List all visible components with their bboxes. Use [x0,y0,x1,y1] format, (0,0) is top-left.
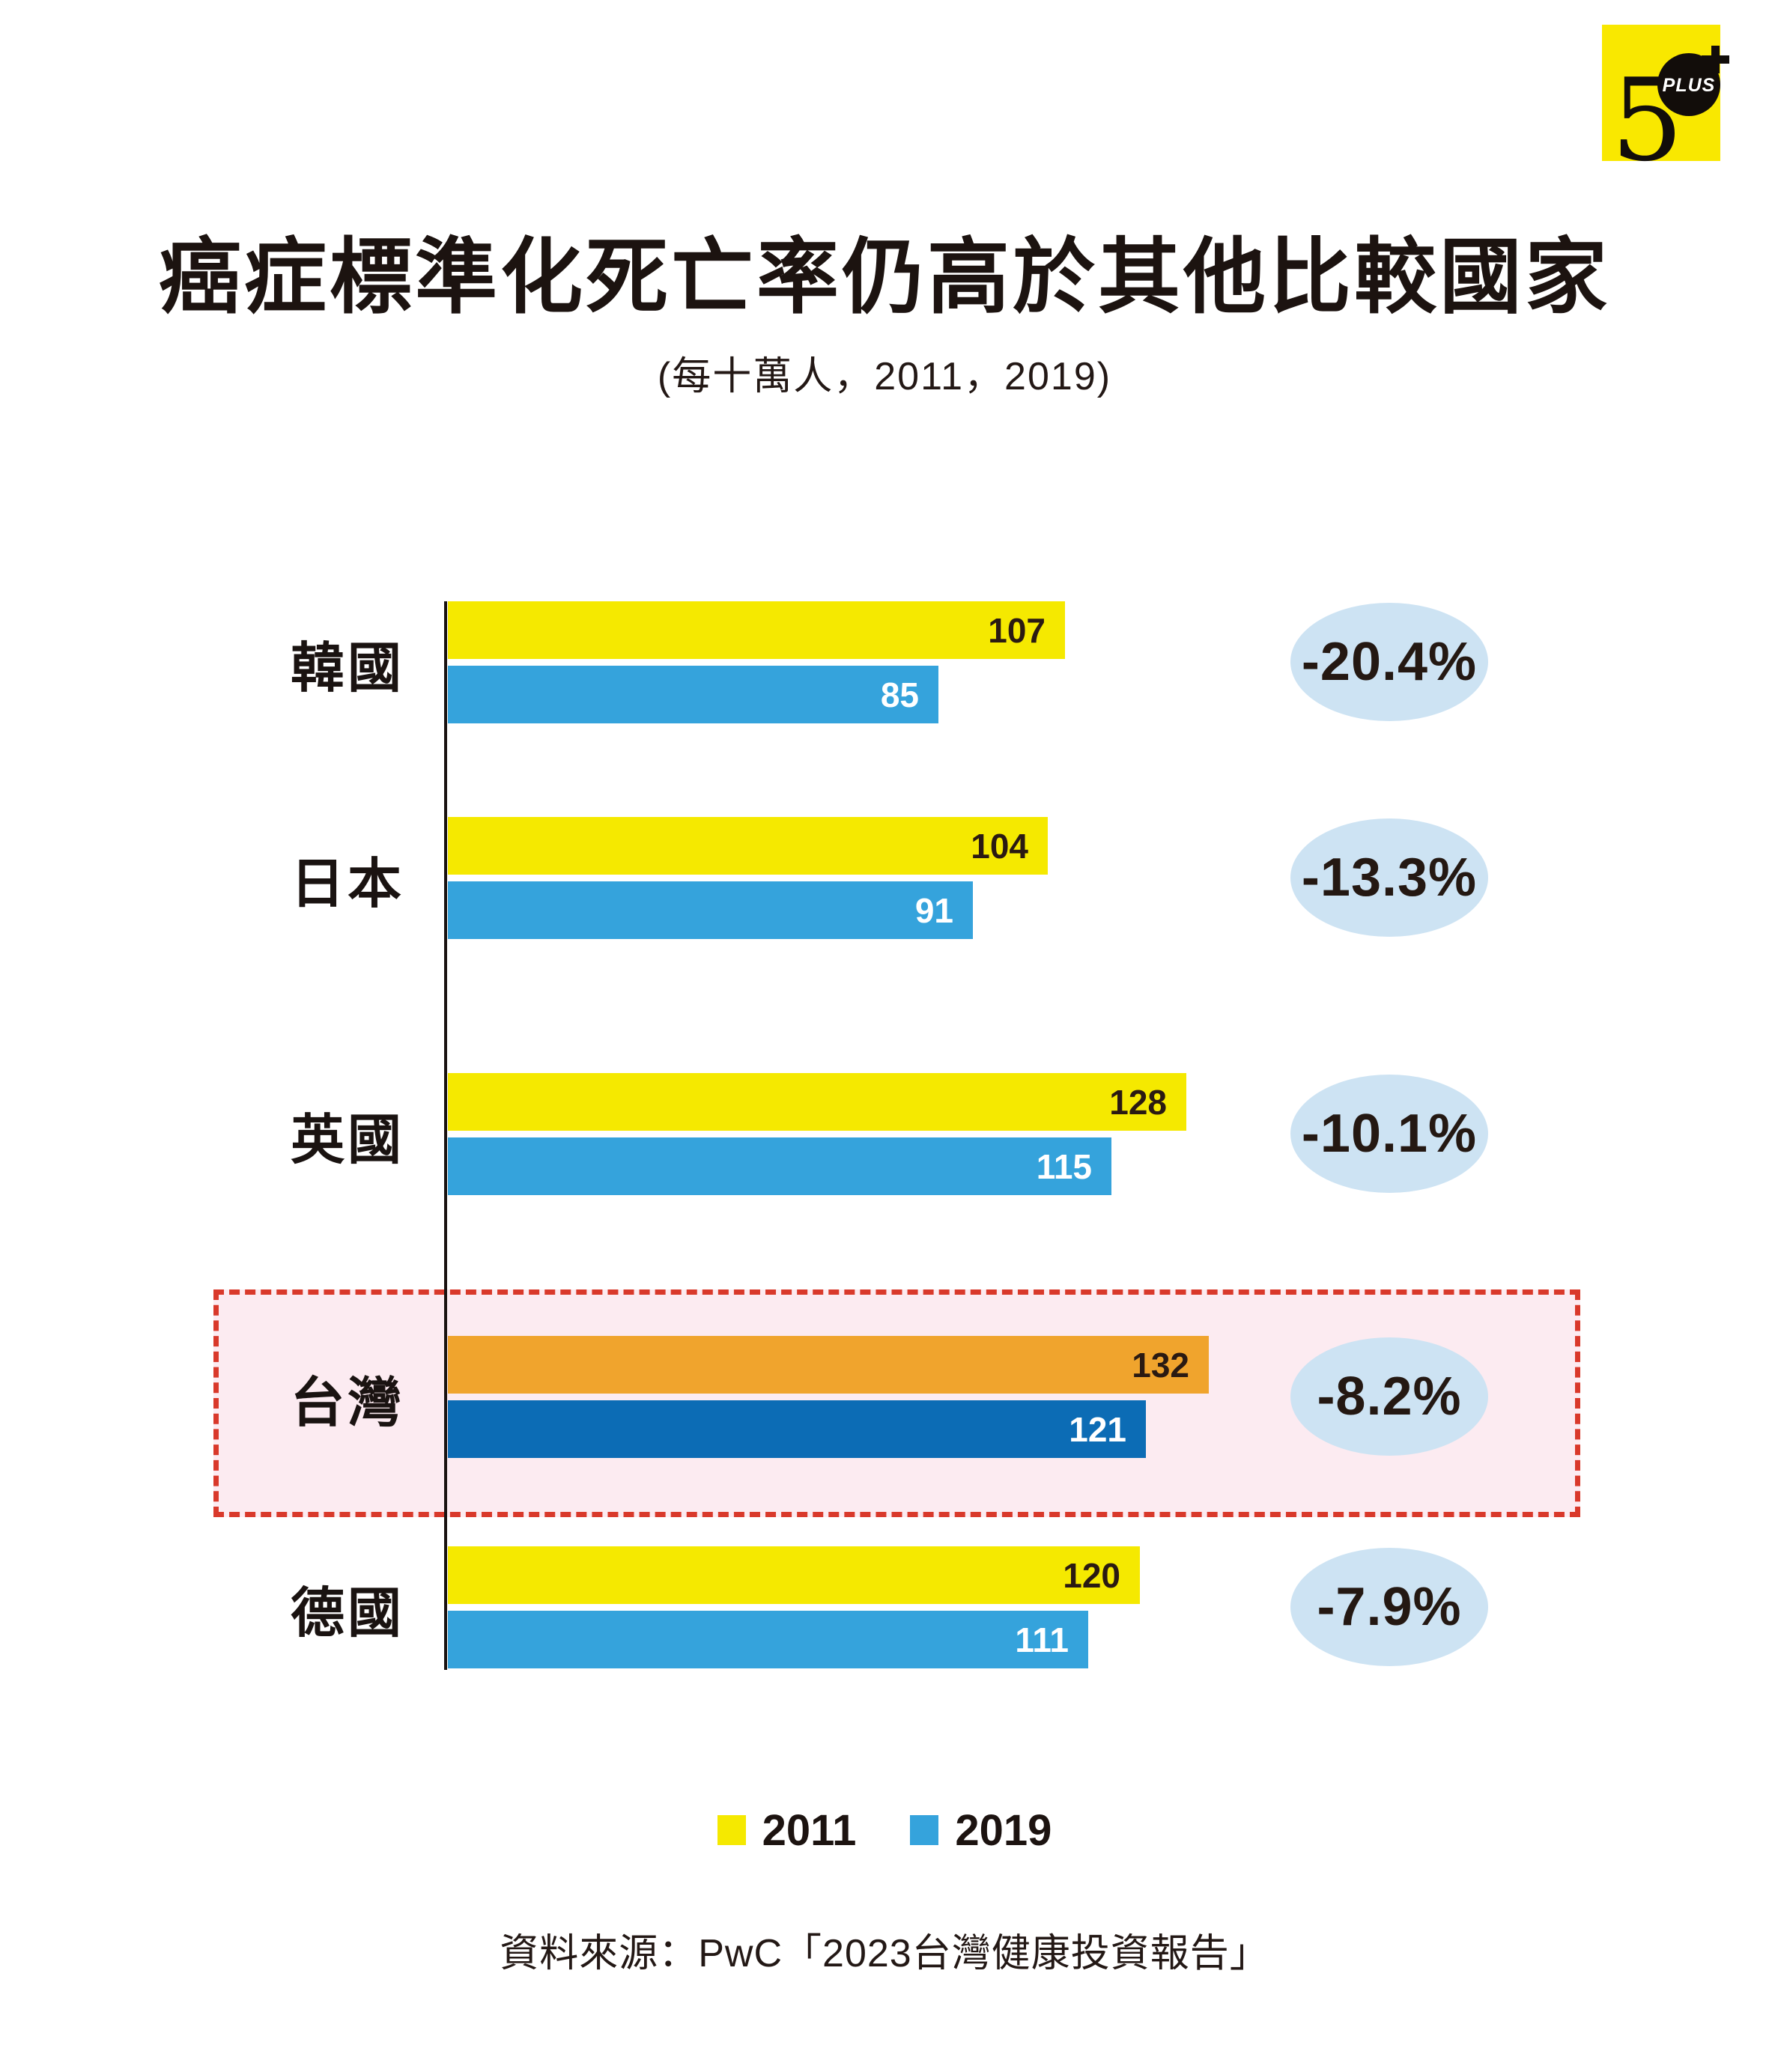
bar-value-2011: 132 [1132,1345,1189,1385]
source-note: 資料來源：PwC「2023台灣健康投資報告」 [500,1932,1269,1975]
bar-value-2019: 121 [1069,1409,1126,1449]
change-value: -20.4% [1301,632,1478,692]
country-label: 韓國 [290,638,404,699]
change-bubble-德國: -7.9% [1290,1548,1488,1666]
bar-2011-韓國: 107 [448,601,1065,659]
bar-value-2011: 107 [988,610,1046,650]
change-value: -8.2% [1317,1367,1462,1427]
country-label: 日本 [290,854,404,914]
logo-plus-icon [1702,46,1729,73]
chart-row-韓國: 韓國 107 85 -20.4% [0,601,1769,724]
page-title: 癌症標準化死亡率仍高於其他比較國家 [159,231,1610,323]
y-axis-line [444,601,447,1670]
chart-row-英國: 英國 128 115 -10.1% [0,1073,1769,1196]
legend: 2011 2019 [0,1805,1769,1855]
change-value: -13.3% [1301,848,1478,908]
bar-2019-英國: 115 [448,1137,1111,1195]
change-bubble-日本: -13.3% [1290,818,1488,937]
legend-swatch-2011 [717,1815,746,1845]
bar-2011-日本: 104 [448,817,1048,875]
bar-2019-德國: 111 [448,1611,1088,1668]
bar-value-2019: 115 [1036,1146,1092,1186]
logo-plus-badge-text: PLUS [1663,75,1716,96]
chart-row-日本: 日本 104 91 -13.3% [0,817,1769,940]
chart-row-台灣: 台灣 132 121 -8.2% [0,1336,1769,1459]
legend-swatch-2019 [910,1815,939,1845]
country-label: 台灣 [290,1373,404,1433]
chart-row-德國: 德國 120 111 -7.9% [0,1546,1769,1669]
bar-2011-英國: 128 [448,1073,1186,1131]
change-value: -7.9% [1317,1577,1462,1637]
change-bubble-台灣: -8.2% [1290,1337,1488,1456]
bar-value-2019: 111 [1015,1620,1069,1659]
bar-2019-韓國: 85 [448,666,938,723]
country-label: 德國 [290,1583,404,1644]
bar-value-2011: 120 [1063,1555,1120,1595]
change-bubble-英國: -10.1% [1290,1075,1488,1193]
bar-value-2011: 104 [971,826,1028,866]
change-value: -10.1% [1301,1104,1478,1164]
bar-value-2019: 85 [880,675,919,714]
bar-value-2011: 128 [1109,1082,1167,1122]
country-label: 英國 [290,1110,404,1170]
bar-2011-台灣: 132 [448,1336,1209,1394]
bar-2011-德國: 120 [448,1546,1140,1604]
bar-2019-日本: 91 [448,881,973,939]
brand-logo-50plus: 5 PLUS [1602,25,1729,186]
page-subtitle: (每十萬人，2011，2019) [657,355,1112,398]
logo-graphic: 5 PLUS [1611,46,1729,186]
logo-circle [1657,53,1720,116]
bar-value-2019: 91 [914,890,953,930]
bar-2019-台灣: 121 [448,1400,1146,1458]
legend-label-2011: 2011 [762,1805,857,1855]
legend-label-2019: 2019 [955,1805,1052,1855]
change-bubble-韓國: -20.4% [1290,603,1488,721]
